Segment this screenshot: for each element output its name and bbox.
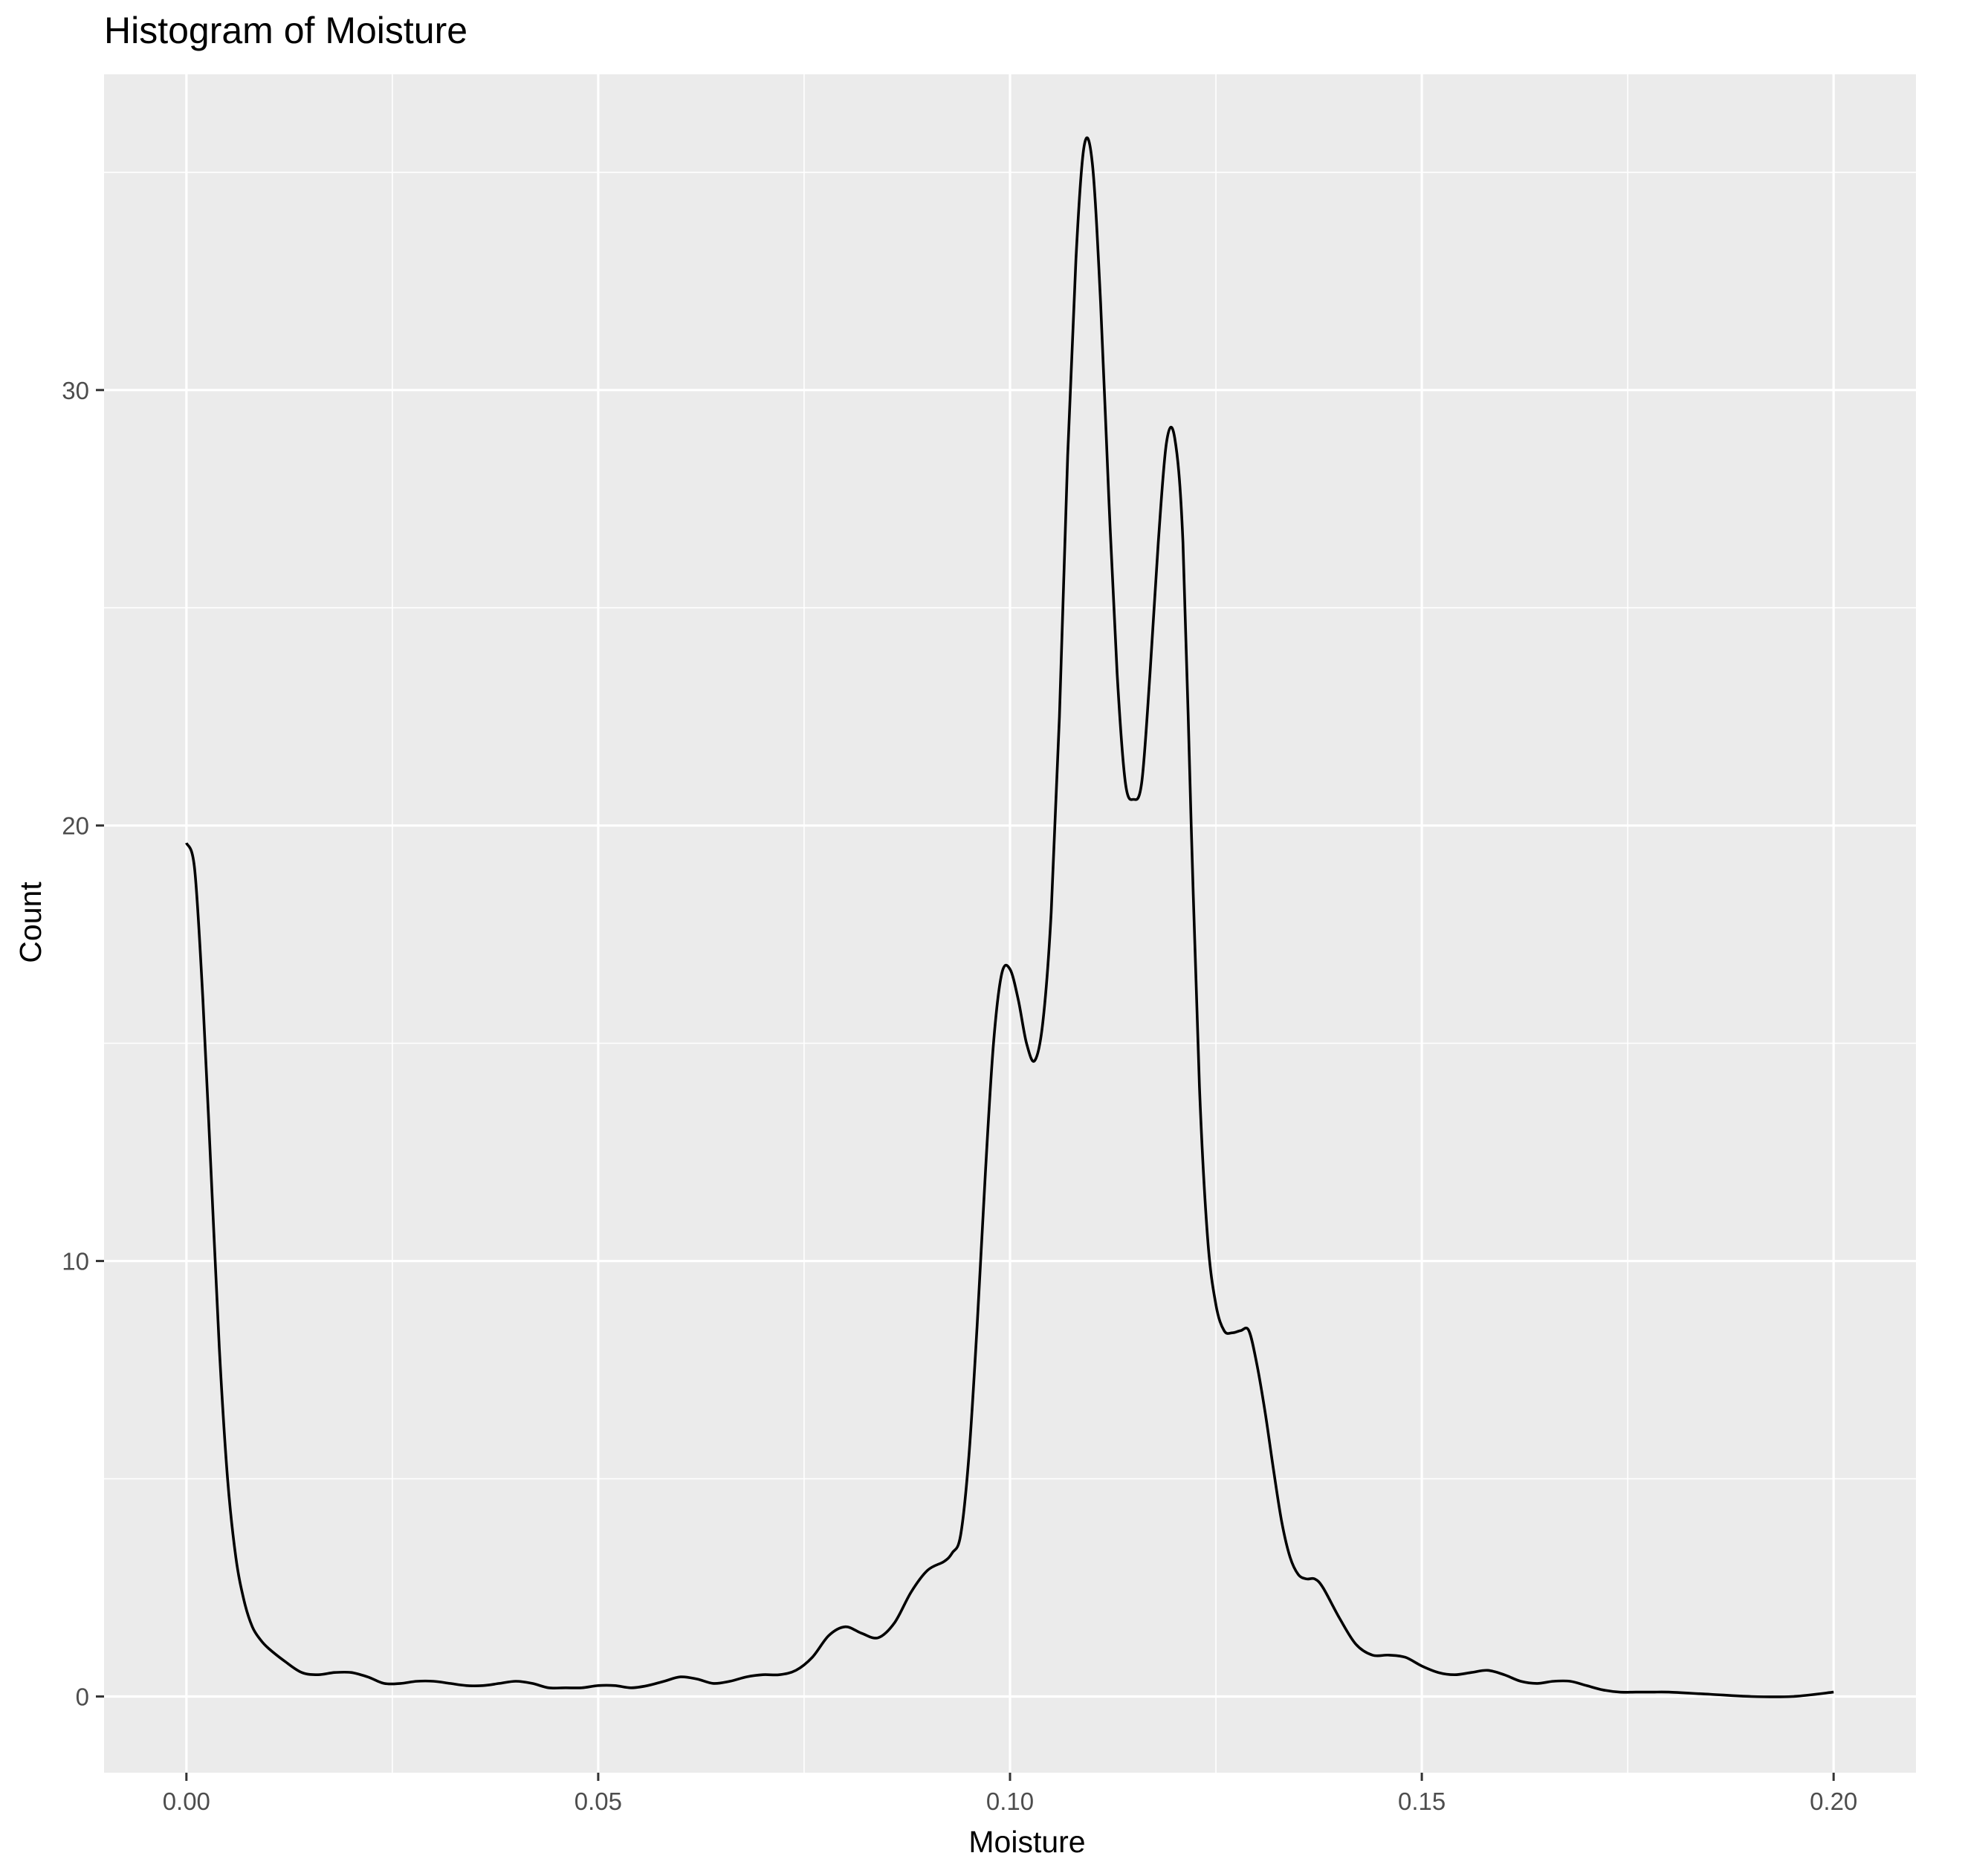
chart-title: Histogram of Moisture: [104, 10, 467, 51]
density-line: [185, 136, 1834, 1698]
x-axis-title: Moisture: [968, 1825, 1085, 1859]
major-gridlines: [104, 74, 1916, 1773]
y-tick-label: 20: [62, 812, 89, 840]
y-axis: 0 10 20 30: [62, 377, 104, 1710]
y-tick-label: 30: [62, 377, 89, 404]
x-tick-label: 0.20: [1810, 1788, 1857, 1815]
x-tick-label: 0.15: [1398, 1788, 1446, 1815]
y-tick-label: 0: [76, 1683, 89, 1710]
x-tick-label: 0.00: [163, 1788, 210, 1815]
x-tick-label: 0.10: [986, 1788, 1034, 1815]
y-axis-title: Count: [13, 882, 48, 963]
series-layer: [185, 136, 1834, 1698]
y-tick-label: 10: [62, 1248, 89, 1275]
x-axis: 0.00 0.05 0.10 0.15 0.20: [163, 1773, 1857, 1815]
x-tick-label: 0.05: [574, 1788, 622, 1815]
